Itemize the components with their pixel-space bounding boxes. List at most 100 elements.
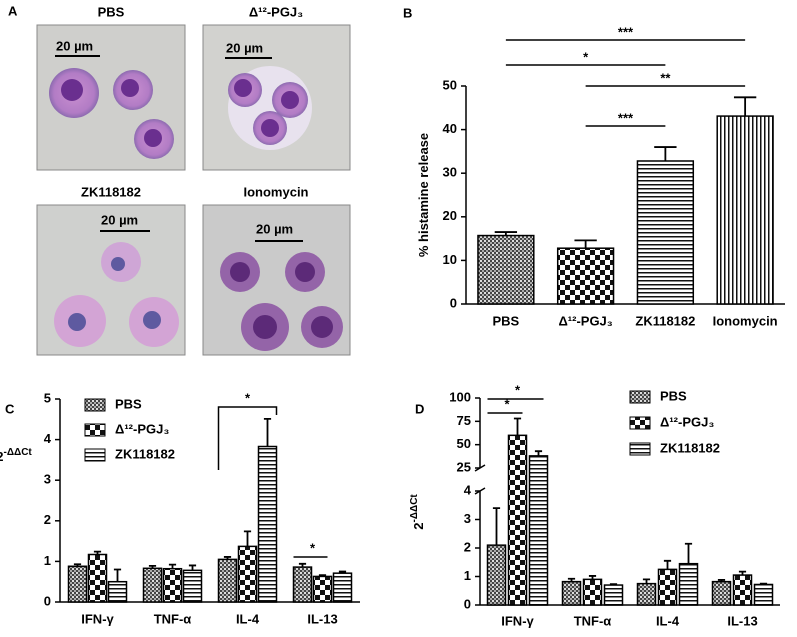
panel-label: B (403, 5, 412, 20)
legend-label: Δ¹²-PGJ₃ (660, 414, 714, 429)
y-axis-label: % histamine release (416, 133, 431, 257)
error-bar (588, 575, 597, 580)
micrograph: 20 µm (36, 24, 186, 171)
error-bar (684, 542, 693, 564)
micrograph: 20 µm (36, 204, 186, 356)
significance-line (217, 406, 278, 470)
error-bar (168, 563, 177, 569)
significance-label: * (583, 49, 589, 64)
significance-label: * (310, 540, 316, 555)
y-tick-label: 1 (464, 568, 471, 583)
error-bar (642, 578, 651, 584)
y-axis-label-base: 2 (411, 523, 426, 530)
y-axis-label-exponent: -ΔΔCt (3, 447, 32, 458)
legend-label: Δ¹²-PGJ₃ (115, 421, 169, 436)
bar (292, 566, 313, 603)
error-bar (338, 570, 347, 574)
image-title: Δ¹²-PGJ₃ (249, 4, 303, 19)
y-tick-label: 50 (457, 436, 471, 451)
error-bar (738, 570, 747, 576)
error-bar (73, 563, 82, 567)
x-tick-label: TNF-α (574, 613, 612, 628)
error-bar (567, 577, 576, 582)
x-tick-label: PBS (493, 313, 520, 328)
x-tick-label: IL-13 (307, 611, 337, 626)
legend-swatch (84, 448, 106, 462)
legend-swatch (84, 423, 106, 437)
error-bar (534, 450, 543, 456)
x-tick-label: IFN-γ (501, 613, 534, 628)
legend-swatch (629, 442, 651, 456)
error-bar (318, 574, 327, 577)
significance-label: * (245, 390, 251, 405)
y-tick-label: 4 (44, 431, 52, 446)
legend-label: PBS (660, 388, 687, 403)
bar (332, 572, 353, 603)
y-tick-label: 1 (44, 553, 51, 568)
y-tick-label: 75 (457, 413, 471, 428)
significance-label: * (504, 396, 510, 411)
scale-label: 20 µm (56, 38, 93, 53)
panel-label: A (8, 3, 18, 18)
bar (257, 445, 278, 603)
y-axis-label-exponent: -ΔΔCt (409, 494, 420, 523)
chart: C0123452-ΔΔCtIFN-γTNF-αIL-4IL-13PBSΔ¹²-P… (0, 390, 360, 626)
legend-label: ZK118182 (115, 446, 175, 461)
bar (107, 580, 128, 603)
y-tick-label: 5 (44, 390, 51, 405)
error-bar (93, 550, 102, 555)
legend-swatch (629, 390, 651, 404)
bar (477, 234, 535, 305)
bar (732, 574, 753, 606)
x-tick-label: IL-4 (656, 613, 680, 628)
bar (312, 575, 333, 603)
error-bar (663, 559, 672, 570)
image-title: ZK118182 (81, 184, 141, 199)
y-tick-label: 2 (464, 539, 471, 554)
bar (182, 569, 203, 603)
y-axis-label-base: % histamine release (416, 133, 431, 257)
micrograph: 20 µm (202, 204, 351, 356)
significance-label: ** (660, 70, 671, 85)
bar (237, 545, 258, 603)
bar (636, 582, 657, 606)
bar (556, 247, 615, 305)
x-tick-label: IFN-γ (81, 611, 114, 626)
bar (561, 580, 582, 606)
error-bar (148, 564, 157, 569)
bar (217, 558, 238, 603)
scale-label: 20 µm (226, 40, 263, 55)
bar (603, 584, 624, 606)
panel-label: C (5, 401, 15, 416)
y-tick-label: 3 (44, 472, 51, 487)
bar (486, 544, 507, 606)
panel-a: A PBS Δ¹²-PGJ₃ ZK118182 Ionomycin 20 µm … (8, 3, 351, 356)
y-tick-label: 100 (449, 389, 471, 404)
legend-label: PBS (115, 396, 142, 411)
x-tick-label: Δ¹²-PGJ₃ (558, 313, 612, 328)
x-tick-label: IL-4 (236, 611, 260, 626)
bar (678, 562, 699, 606)
panel-label: D (415, 401, 424, 416)
y-tick-label: 0 (44, 593, 51, 608)
y-axis-label-base: 2 (0, 449, 3, 464)
x-tick-label: ZK118182 (635, 313, 695, 328)
error-bar (513, 417, 522, 436)
error-bar (733, 96, 757, 117)
bar (507, 434, 528, 606)
error-bar (243, 530, 252, 547)
bar (657, 568, 678, 606)
significance-label: *** (618, 110, 634, 125)
x-tick-label: IL-13 (727, 613, 757, 628)
y-axis-label: 2-ΔΔCt (0, 447, 32, 465)
y-tick-label: 3 (464, 511, 471, 526)
error-bar (298, 562, 307, 568)
micrograph: 20 µm (202, 24, 351, 171)
bar (582, 578, 603, 606)
y-tick-label: 40 (443, 121, 457, 136)
bar (716, 115, 774, 305)
x-tick-label: Ionomycin (713, 313, 778, 328)
error-bar (188, 564, 197, 571)
